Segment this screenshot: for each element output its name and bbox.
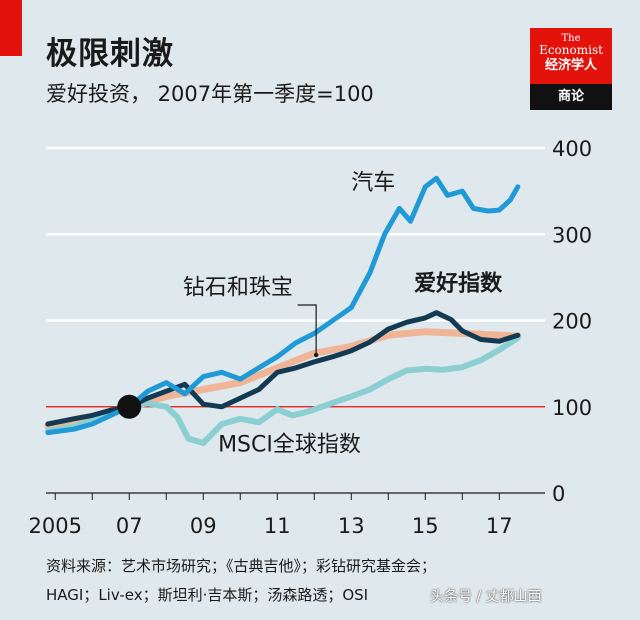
economist-logo: The Economist 经济学人 商论: [530, 28, 612, 110]
source-line-1: 资料来源：艺术市场研究；《古典吉他》；彩钻研究基金会；: [46, 557, 437, 575]
x-tick-label-09: 09: [190, 514, 217, 538]
x-tick-label-11: 11: [264, 514, 291, 538]
logo-red-block: The Economist 经济学人: [530, 28, 612, 84]
annotation-1: 钻石和珠宝: [183, 276, 293, 301]
source-note: 资料来源：艺术市场研究；《古典吉他》；彩钻研究基金会； HAGI；Liv-ex；…: [46, 552, 626, 610]
y-tick-label-100: 100: [552, 396, 592, 420]
annotation-2: 爱好指数: [414, 270, 503, 296]
x-tick-label-07: 07: [116, 514, 143, 538]
y-tick-label-300: 300: [552, 223, 592, 247]
logo-line-chinese: 经济学人: [544, 58, 597, 73]
annotation-leader-dot: [313, 352, 319, 358]
y-tick-label-0: 0: [552, 482, 565, 506]
x-tick-label-2005: 2005: [29, 514, 82, 538]
annotation-0: 汽车: [351, 170, 395, 195]
brand-red-tag: [0, 0, 22, 56]
x-tick-label-13: 13: [338, 514, 365, 538]
series-line-cars: [45, 175, 521, 436]
x-tick-label-15: 15: [412, 514, 439, 538]
logo-line-economist: Economist: [539, 43, 603, 57]
chart-title: 极限刺激: [46, 36, 174, 72]
y-tick-label-200: 200: [552, 310, 592, 334]
logo-band: 商论: [530, 84, 612, 110]
x-tick-label-17: 17: [486, 514, 513, 538]
y-tick-label-400: 400: [552, 137, 592, 161]
annotation-leader-line: [297, 304, 317, 355]
source-line-2: HAGI；Liv-ex；斯坦利·吉本斯；汤森路透；OSI: [46, 586, 369, 604]
annotation-3: MSCI全球指数: [218, 433, 361, 458]
logo-line-the: The: [561, 33, 581, 44]
base-point-marker: [117, 394, 142, 419]
chart-subtitle: 爱好投资， 2007年第一季度=100: [46, 82, 374, 106]
watermark-text: 头条号 / 丈都山西: [430, 589, 542, 605]
